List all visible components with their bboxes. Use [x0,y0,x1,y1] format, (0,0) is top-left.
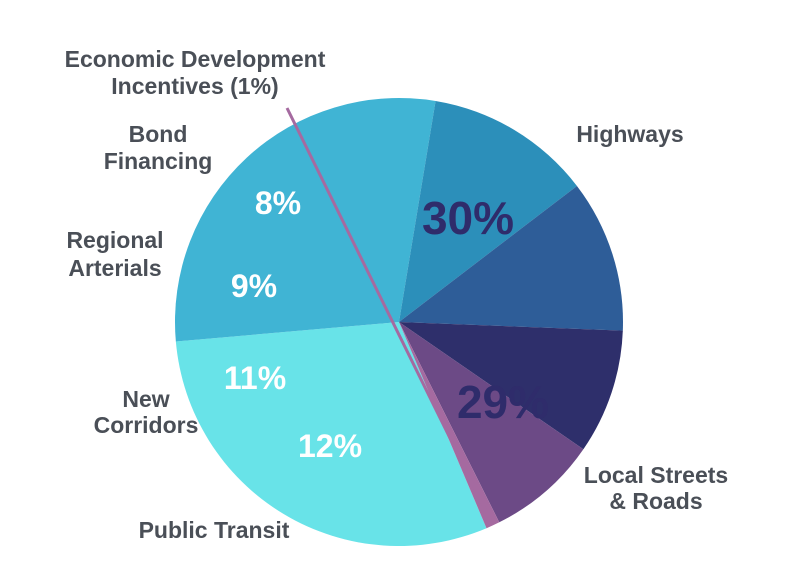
slice-new-corridors [399,185,623,331]
category-label-bond-financing: Bond Financing [104,121,213,174]
slice-value-labels: 30% 29% 12% 11% 9% 8% [224,185,549,464]
leader-lines [285,107,492,521]
category-label-economic-development-incentives: Economic Development Incentives (1%) [65,46,326,99]
category-label-public-transit: Public Transit [139,517,290,543]
category-label-highways: Highways [576,121,683,147]
slice-economic-development-incentives [399,322,500,529]
value-label-highways: 30% [422,192,514,244]
value-label-bond-financing: 8% [255,185,301,221]
slice-local-streets-roads [174,98,436,342]
slice-bond-financing [399,322,584,523]
slice-highways [175,322,487,546]
value-label-public-transit: 12% [298,428,362,464]
category-label-local-streets-roads: Local Streets & Roads [584,462,728,514]
value-label-local-streets-roads: 29% [457,376,549,428]
value-label-regional-arterials: 9% [231,268,277,304]
leader-line-economic-development [285,107,492,521]
slice-category-labels: Highways Local Streets & Roads Public Trans… [65,46,729,543]
category-label-new-corridors: New Corridors [94,386,199,438]
slice-regional-arterials [399,322,623,450]
value-label-new-corridors: 11% [224,360,286,396]
slice-public-transit [399,101,577,322]
pie-slices [174,98,623,546]
category-label-regional-arterials: Regional Arterials [66,227,163,281]
